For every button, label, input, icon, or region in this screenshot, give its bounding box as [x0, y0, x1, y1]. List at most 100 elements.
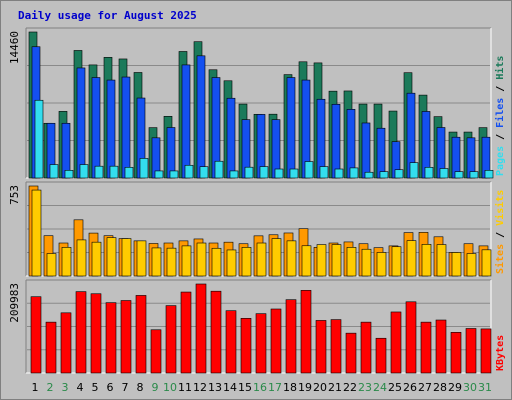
hits-files-pages-legend-item-2: Files: [494, 98, 506, 128]
bar-kbytes-day-16: [255, 313, 267, 374]
bar-pages-day-4: [79, 164, 89, 179]
bar-visits-day-22: [346, 247, 357, 277]
hits-files-pages-panel: 14460 Pages / Files / Hits: [8, 27, 506, 179]
bar-kbytes-day-29: [450, 332, 462, 374]
bar-pages-day-10: [169, 170, 179, 179]
bar-kbytes-day-15: [240, 318, 252, 374]
x-tick-label: 14: [223, 381, 237, 394]
bar-kbytes-day-21: [330, 319, 342, 374]
bar-kbytes-day-22: [345, 332, 357, 374]
bar-files-day-10: [166, 127, 176, 179]
bar-files-day-14: [226, 97, 236, 179]
x-tick-label: 7: [122, 381, 129, 394]
bar-visits-day-5: [91, 241, 102, 277]
kbytes-ymax-label: 209983: [8, 283, 21, 323]
bar-kbytes-day-9: [150, 329, 162, 374]
sites-visits-panel: 753 Sites / Visits: [8, 181, 506, 277]
bar-kbytes-day-1: [30, 296, 42, 374]
x-tick-label: 16: [253, 381, 267, 394]
x-tick-label: 17: [268, 381, 282, 394]
bar-pages-day-13: [214, 160, 224, 179]
bar-visits-day-11: [181, 245, 192, 277]
bar-visits-day-24: [376, 252, 387, 277]
bar-visits-day-10: [166, 247, 177, 277]
bar-files-day-6: [106, 79, 116, 179]
bar-kbytes-day-20: [315, 320, 327, 374]
bar-visits-day-4: [76, 239, 87, 277]
bar-pages-day-26: [409, 162, 419, 179]
sites-visits-legend-item-1: /: [495, 226, 506, 244]
bar-pages-day-3: [64, 170, 74, 179]
x-tick-label: 5: [92, 381, 99, 394]
bar-pages-day-22: [349, 167, 359, 179]
bar-visits-day-9: [151, 247, 162, 277]
x-tick-label: 29: [448, 381, 462, 394]
bar-visits-day-1: [31, 189, 42, 277]
bar-kbytes-day-18: [285, 299, 297, 374]
x-tick-label: 4: [77, 381, 84, 394]
x-tick-label: 3: [62, 381, 69, 394]
x-tick-label: 28: [433, 381, 447, 394]
bar-visits-day-31: [481, 249, 492, 277]
x-tick-label: 21: [328, 381, 342, 394]
bar-kbytes-day-2: [45, 321, 57, 374]
bar-pages-day-24: [379, 171, 389, 179]
bar-kbytes-day-25: [390, 311, 402, 374]
bar-kbytes-day-12: [195, 283, 207, 374]
bar-files-day-11: [181, 64, 191, 179]
bar-kbytes-day-6: [105, 302, 117, 374]
x-tick-label: 26: [403, 381, 417, 394]
bar-files-day-20: [316, 98, 326, 179]
bar-pages-day-8: [139, 158, 149, 179]
x-tick-label: 11: [178, 381, 192, 394]
bar-kbytes-day-27: [420, 321, 432, 374]
bar-files-day-5: [91, 77, 101, 179]
bar-kbytes-day-26: [405, 301, 417, 374]
x-tick-label: 12: [193, 381, 207, 394]
bar-visits-day-16: [256, 242, 267, 277]
bar-pages-day-1: [34, 99, 44, 179]
bar-kbytes-day-14: [225, 310, 237, 374]
bar-files-day-12: [196, 55, 206, 179]
bar-kbytes-day-11: [180, 291, 192, 374]
bar-visits-day-2: [46, 253, 57, 277]
bar-pages-day-25: [394, 169, 404, 179]
bar-pages-day-17: [274, 168, 284, 179]
bar-visits-day-6: [106, 237, 117, 277]
x-tick-label: 8: [137, 381, 144, 394]
bar-kbytes-day-3: [60, 312, 72, 374]
bar-files-day-7: [121, 76, 131, 179]
bar-visits-day-3: [61, 247, 72, 277]
bar-kbytes-day-17: [270, 308, 282, 374]
x-tick-label: 19: [298, 381, 312, 394]
bar-visits-day-17: [271, 238, 282, 277]
hits-files-pages-legend-item-0: Pages: [495, 146, 506, 176]
bar-pages-day-27: [424, 166, 434, 179]
kbytes-panel: 209983 KBytes: [8, 279, 506, 374]
sites-visits-legend-item-0: Sites: [494, 244, 506, 274]
bar-kbytes-day-23: [360, 321, 372, 374]
sites-visits-legend: Sites / Visits: [494, 190, 506, 274]
bar-pages-day-16: [259, 166, 269, 179]
bar-kbytes-day-30: [465, 328, 477, 374]
bar-files-day-23: [361, 122, 371, 179]
bar-pages-day-18: [289, 168, 299, 179]
bar-visits-day-28: [436, 244, 447, 277]
bar-pages-day-19: [304, 161, 314, 179]
bar-visits-day-23: [361, 248, 372, 277]
x-tick-label: 27: [418, 381, 432, 394]
bar-files-day-21: [331, 103, 341, 179]
bar-visits-day-14: [226, 249, 237, 277]
hits-files-pages-legend-item-4: Hits: [494, 56, 506, 80]
bar-pages-day-11: [184, 164, 194, 179]
x-tick-label: 18: [283, 381, 297, 394]
hits-files-pages-legend-item-1: /: [495, 128, 506, 146]
bar-pages-day-31: [484, 170, 494, 179]
kbytes-legend-item-0: KBytes: [495, 335, 506, 371]
bar-visits-day-7: [121, 238, 132, 277]
bar-kbytes-day-19: [300, 290, 312, 374]
bar-pages-day-29: [454, 171, 464, 179]
hits-files-pages-legend: Pages / Files / Hits: [494, 56, 506, 176]
bar-kbytes-day-10: [165, 305, 177, 374]
